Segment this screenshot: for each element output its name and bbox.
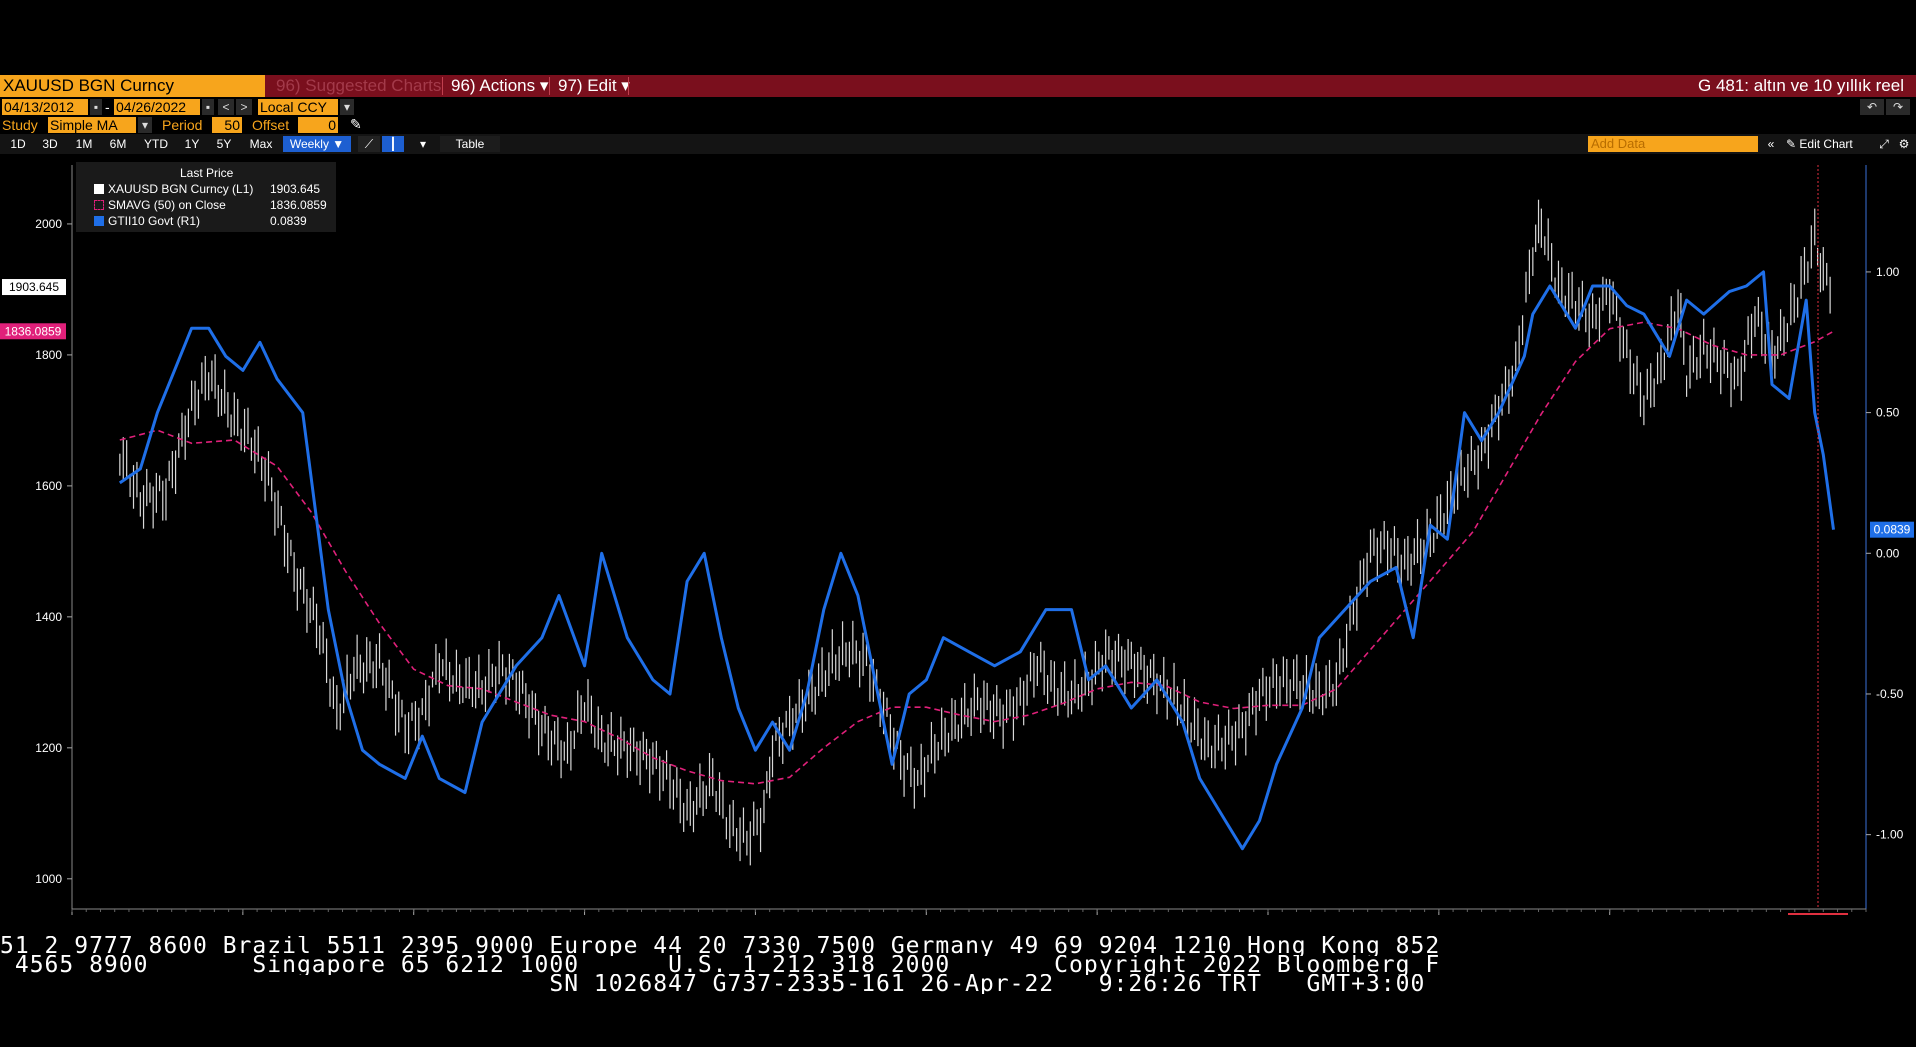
undo-icon[interactable]: ↶ <box>1860 99 1884 115</box>
period-field[interactable]: 50 <box>212 117 242 133</box>
left-tick-label: 2000 <box>35 217 62 231</box>
chart-legend: Last Price XAUUSD BGN Curncy (L1) 1903.64… <box>76 162 336 232</box>
menu-separator <box>549 77 550 95</box>
period-3d-button[interactable]: 3D <box>42 137 58 151</box>
study-label: Study <box>2 117 38 133</box>
sma-value-tag: 1836.0859 <box>5 324 62 338</box>
last-price-tag: 1903.645 <box>9 280 59 294</box>
legend-value: 1836.0859 <box>270 198 327 212</box>
suggested-charts-menu[interactable]: 96) Suggested Charts <box>276 76 442 95</box>
resize-icon[interactable]: ⤢ <box>1879 137 1889 151</box>
real-yield-line <box>118 270 1835 851</box>
period-1m-button[interactable]: 1M <box>75 137 93 151</box>
legend-swatch <box>94 200 104 210</box>
bar-chart-icon[interactable]: ┃ <box>382 136 404 152</box>
offset-label: Offset <box>252 117 290 133</box>
calendar-icon[interactable]: ▪ <box>90 99 102 115</box>
legend-swatch <box>94 216 104 226</box>
legend-swatch <box>94 184 104 194</box>
real-yield-tag: 0.0839 <box>1874 523 1911 537</box>
left-tick-label: 1400 <box>35 610 62 624</box>
period-6m-button[interactable]: 6M <box>109 137 127 151</box>
study-type-select[interactable]: Simple MA <box>48 117 136 133</box>
currency-select[interactable]: Local CCY <box>258 99 338 115</box>
date-dash: - <box>105 99 110 115</box>
sma-line <box>119 321 1834 785</box>
start-date-field[interactable]: 04/13/2012 <box>2 99 88 115</box>
table-button[interactable]: Table <box>440 136 500 152</box>
legend-name: SMAVG (50) on Close <box>108 198 226 212</box>
left-tick-label: 1200 <box>35 741 62 755</box>
right-tick-label: 0.50 <box>1876 406 1900 420</box>
next-arrow-icon[interactable]: > <box>236 99 252 115</box>
pencil-icon[interactable]: ✎ <box>350 116 362 132</box>
period-ytd-button[interactable]: YTD <box>144 137 168 151</box>
footer-session-line: SN 1026847 G737-2335-161 26-Apr-22 9:26:… <box>0 974 1426 994</box>
sma-value-tag-bg <box>0 323 66 340</box>
chevron-down-icon[interactable]: ▾ <box>419 137 427 151</box>
date-marker-badge <box>1788 913 1848 915</box>
last-price-tag-bg <box>2 279 66 296</box>
chevron-down-icon[interactable]: ▾ <box>340 99 354 115</box>
menu-separator <box>628 77 629 95</box>
chart-title: G 481: altın ve 10 yıllık reel <box>1698 76 1904 95</box>
left-tick-label: 1800 <box>35 348 62 362</box>
edit-chart-button[interactable]: ✎ Edit Chart <box>1786 136 1876 152</box>
legend-item-sma[interactable]: SMAVG (50) on Close 1836.0859 <box>80 198 330 213</box>
collapse-icon[interactable]: « <box>1767 137 1775 151</box>
legend-name: XAUUSD BGN Curncy (L1) <box>108 182 254 196</box>
end-date-field[interactable]: 04/26/2022 <box>114 99 200 115</box>
period-5y-button[interactable]: 5Y <box>216 137 232 151</box>
left-tick-label: 1600 <box>35 479 62 493</box>
right-tick-label: 0.00 <box>1876 546 1900 560</box>
left-tick-label: 1000 <box>35 872 62 886</box>
legend-name: GTII10 Govt (R1) <box>108 214 201 228</box>
period-1d-button[interactable]: 1D <box>10 137 26 151</box>
date-marker-label: 03/11/22 <box>1795 914 1841 915</box>
right-tick-label: 1.00 <box>1876 265 1900 279</box>
calendar-icon[interactable]: ▪ <box>202 99 214 115</box>
legend-value: 0.0839 <box>270 214 307 228</box>
footer-contacts-line: 51 2 9777 8600 Brazil 5511 2395 9000 Eur… <box>0 936 1441 956</box>
chevron-down-icon[interactable]: ▾ <box>138 117 152 133</box>
legend-value: 1903.645 <box>270 182 321 196</box>
offset-field[interactable]: 0 <box>298 117 338 133</box>
period-label: Period <box>162 117 203 133</box>
line-chart-icon[interactable]: ⟋ <box>358 136 380 152</box>
price-chart[interactable]: 1000 1200 1400 1600 1800 2000 -1.00 -0.50 0.00 0.… <box>0 155 1916 915</box>
legend-item-real-yield[interactable]: GTII10 Govt (R1) 0.0839 <box>80 214 330 229</box>
edit-chart-label: Edit Chart <box>1799 137 1853 151</box>
footer-copyright-line: 4565 8900 Singapore 65 6212 1000 U.S. 1 … <box>0 955 1441 975</box>
edit-menu[interactable]: 97) Edit ▾ <box>558 76 630 95</box>
security-field[interactable]: XAUUSD BGN Curncy <box>0 75 265 97</box>
redo-icon[interactable]: ↷ <box>1886 99 1910 115</box>
legend-item-gold[interactable]: XAUUSD BGN Curncy (L1) 1903.645 <box>80 182 330 197</box>
period-1y-button[interactable]: 1Y <box>184 137 200 151</box>
real-yield-tag-bg <box>1870 521 1914 538</box>
right-tick-label: -0.50 <box>1876 687 1904 701</box>
period-max-button[interactable]: Max <box>249 137 273 151</box>
gear-icon[interactable]: ⚙ <box>1898 137 1910 151</box>
right-tick-label: -1.00 <box>1876 828 1904 842</box>
add-data-input[interactable]: Add Data <box>1588 136 1758 152</box>
pencil-icon: ✎ <box>1786 137 1800 151</box>
menu-separator <box>442 77 443 95</box>
legend-header: Last Price <box>180 166 234 180</box>
frequency-select[interactable]: Weekly ▼ <box>283 136 351 152</box>
actions-menu[interactable]: 96) Actions ▾ <box>451 76 549 95</box>
prev-arrow-icon[interactable]: < <box>218 99 234 115</box>
title-bar <box>0 75 1916 97</box>
